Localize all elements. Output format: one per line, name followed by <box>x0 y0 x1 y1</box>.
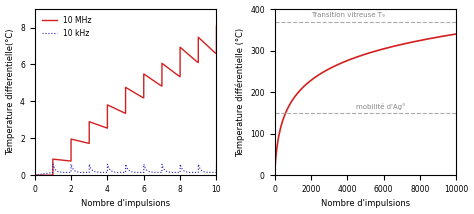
10 kHz <box>116 171 121 174</box>
X-axis label: Nombre d'impulsions: Nombre d'impulsions <box>81 199 170 208</box>
10 MHz <box>132 91 137 94</box>
10 MHz <box>93 123 99 126</box>
Text: mobilité d'Ag°: mobilité d'Ag° <box>356 103 406 110</box>
10 MHz <box>88 121 94 124</box>
10 MHz <box>224 35 230 38</box>
10 kHz <box>32 174 37 177</box>
Line: 10 kHz: 10 kHz <box>35 164 217 175</box>
10 kHz <box>214 163 219 165</box>
Legend: 10 MHz, 10 kHz: 10 MHz, 10 kHz <box>38 13 94 41</box>
10 MHz <box>154 81 159 84</box>
10 kHz <box>209 171 214 174</box>
Line: 10 MHz: 10 MHz <box>35 26 232 175</box>
10 kHz <box>175 171 181 174</box>
10 MHz <box>214 24 219 27</box>
10 kHz <box>208 171 214 174</box>
X-axis label: Nombre d'impulsions: Nombre d'impulsions <box>321 199 410 208</box>
Text: Transition vitreuse T₉: Transition vitreuse T₉ <box>311 12 385 18</box>
Y-axis label: Temperature differentielle(°C): Temperature differentielle(°C) <box>6 29 15 155</box>
10 MHz <box>32 174 37 177</box>
10 kHz <box>120 171 126 174</box>
10 MHz <box>229 40 235 43</box>
Y-axis label: Temperature différentielle (°C): Temperature différentielle (°C) <box>235 28 245 157</box>
10 kHz <box>41 172 47 175</box>
10 MHz <box>115 109 121 111</box>
